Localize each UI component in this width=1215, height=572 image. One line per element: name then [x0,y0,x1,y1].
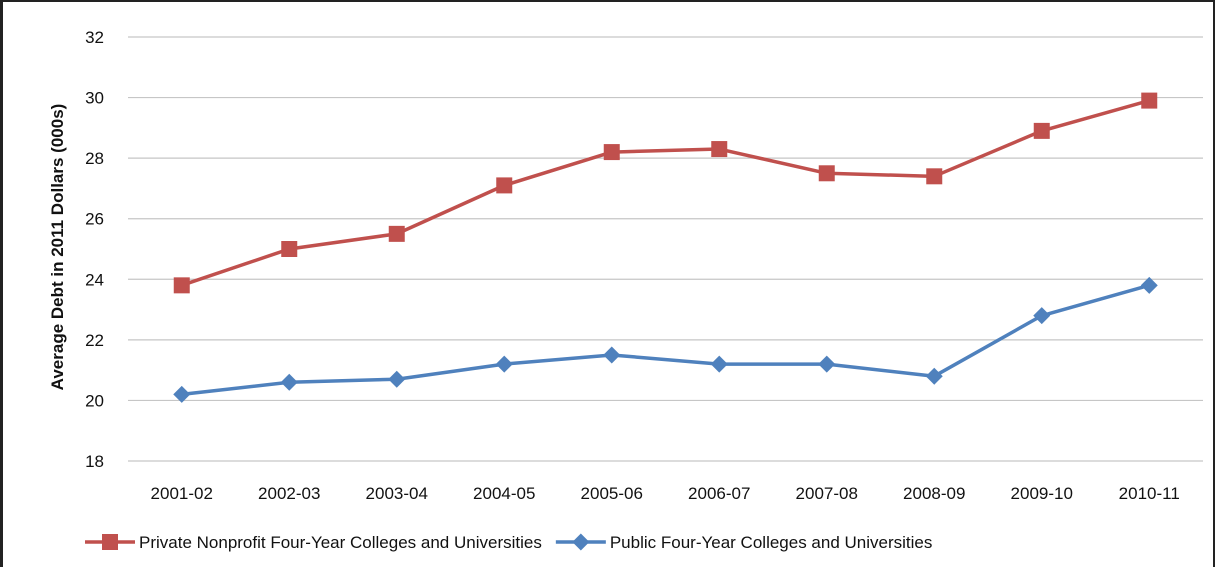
legend-label: Private Nonprofit Four-Year Colleges and… [139,533,542,552]
data-point-series-1 [388,225,405,242]
data-point-series-2 [280,373,298,391]
data-point-series-1 [173,277,190,294]
y-tick-label: 28 [85,149,104,168]
y-tick-label: 24 [85,270,104,289]
data-point-series-1 [926,168,943,185]
x-tick-label: 2005-06 [581,484,643,503]
data-point-series-2 [173,385,191,403]
y-axis-ticks: 18 20 22 24 26 28 30 32 [85,28,104,471]
y-tick-label: 18 [85,452,104,471]
data-point-series-2 [710,355,728,373]
data-point-series-1 [496,177,513,194]
legend-item-1: Private Nonprofit Four-Year Colleges and… [85,533,542,552]
x-tick-label: 2008-09 [903,484,965,503]
gridlines [128,36,1203,462]
x-tick-label: 2003-04 [366,484,428,503]
y-tick-label: 30 [85,89,104,108]
series-layer [173,92,1158,403]
data-point-series-1 [1141,92,1158,109]
y-tick-label: 32 [85,28,104,47]
x-tick-label: 2006-07 [688,484,750,503]
x-tick-label: 2010-11 [1119,484,1180,503]
data-point-series-1 [281,241,298,257]
x-tick-label: 2004-05 [473,484,535,503]
data-point-series-2 [495,355,513,373]
x-tick-label: 2001-02 [151,484,213,503]
y-tick-label: 20 [85,391,104,410]
y-tick-label: 22 [85,331,104,350]
legend-item-2: Public Four-Year Colleges and Universiti… [555,533,933,552]
legend: Private Nonprofit Four-Year Colleges and… [85,533,932,552]
series-line-1 [181,98,1150,288]
data-point-series-2 [818,355,836,373]
data-point-series-1 [818,165,835,182]
data-point-series-2 [603,346,621,364]
x-tick-label: 2007-08 [796,484,858,503]
data-point-series-2 [388,370,406,388]
data-point-series-2 [1033,307,1051,325]
data-point-series-2 [925,367,943,385]
x-axis-ticks: 2001-02 2002-03 2003-04 2004-05 2005-06 2006-… [151,484,1180,503]
x-tick-label: 2002-03 [258,484,320,503]
data-point-series-1 [1033,122,1050,139]
series-line-2 [181,283,1150,397]
legend-swatch-marker [572,533,590,551]
y-axis-label: Average Debt in 2011 Dollars (000s) [48,104,67,391]
legend-swatch-marker [102,534,118,550]
data-point-series-1 [603,144,620,161]
data-point-series-1 [711,141,728,158]
x-tick-label: 2009-10 [1011,484,1073,503]
y-tick-label: 26 [85,210,104,229]
data-point-series-2 [1140,276,1158,294]
legend-label: Public Four-Year Colleges and Universiti… [610,533,933,552]
